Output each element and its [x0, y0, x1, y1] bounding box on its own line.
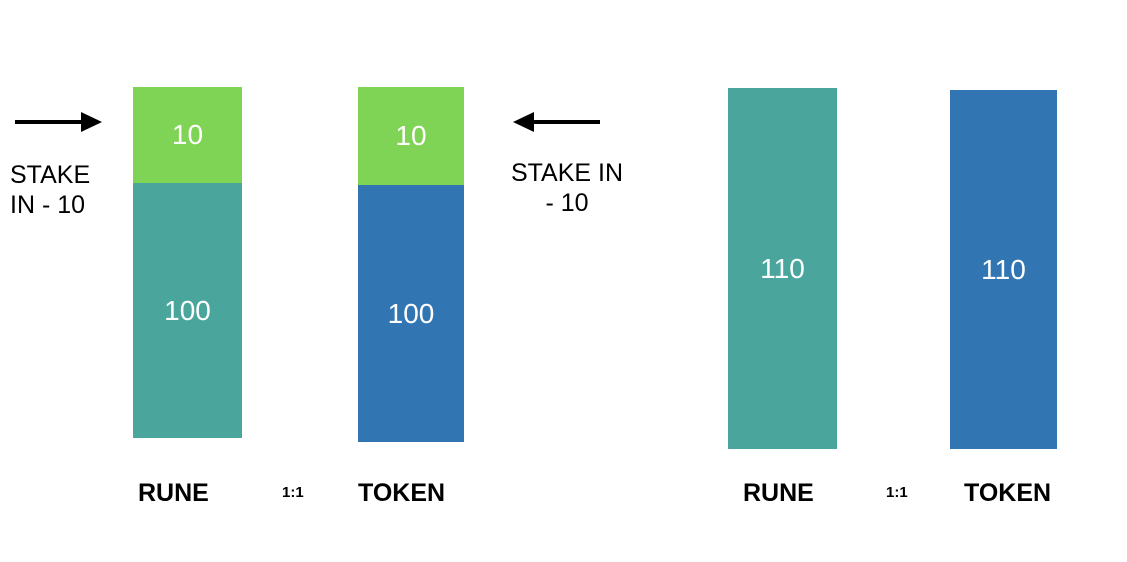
rune-total-block: 110 [728, 88, 837, 449]
arrow-right-icon [15, 112, 102, 132]
rune-base-block: 100 [133, 183, 242, 438]
rune-label-after: RUNE [743, 479, 814, 507]
ratio-label: 1:1 [282, 484, 304, 501]
rune-label: RUNE [138, 479, 209, 507]
token-label: TOKEN [358, 479, 446, 507]
token-base-value: 100 [387, 297, 435, 329]
stake-in-left: STAKE IN - 10 [10, 161, 91, 219]
stake-in-right: STAKE IN - 10 [510, 159, 624, 217]
token-base-block: 100 [358, 185, 464, 442]
ratio-label-after: 1:1 [886, 484, 908, 501]
rune-stake-value: 10 [171, 119, 204, 150]
token-stake-value: 10 [395, 120, 427, 151]
arrow-left-icon [513, 112, 600, 132]
token-total-value: 110 [981, 253, 1026, 285]
token-stake-block: 10 [358, 87, 464, 185]
rune-base-value: 100 [164, 294, 211, 326]
rune-total-value: 110 [760, 252, 805, 284]
token-label-after: TOKEN [964, 479, 1052, 507]
rune-stake-block: 10 [133, 87, 242, 183]
token-total-block: 110 [950, 90, 1057, 449]
